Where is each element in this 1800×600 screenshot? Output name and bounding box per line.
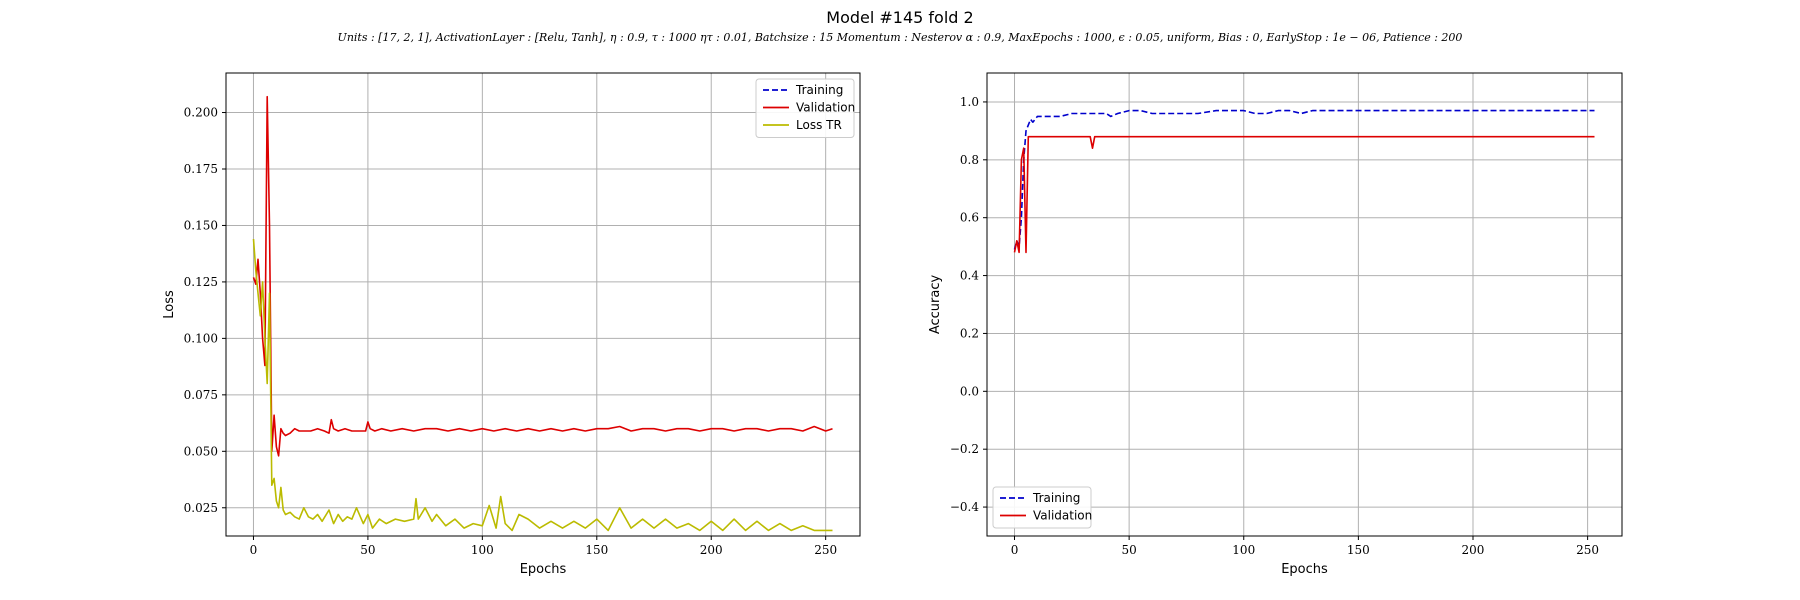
legend: Training Validation xyxy=(992,486,1092,529)
grid xyxy=(226,73,860,536)
x-tick-label: 100 xyxy=(471,543,494,557)
figure-subtitle: Units : [17, 2, 1], ActivationLayer : [R… xyxy=(337,31,1463,44)
accuracy-chart: 0 50 100 150 200 250 −0.4 −0.2 0.0 0.2 0.4 0.6 0.8 1.… xyxy=(928,72,1623,577)
series-line-validation xyxy=(1013,135,1595,254)
y-tick-label: −0.4 xyxy=(950,500,980,514)
series-group xyxy=(1013,109,1595,254)
legend-label: Validation xyxy=(1033,509,1092,523)
y-tick-label: 0.150 xyxy=(184,218,218,232)
legend-label: Training xyxy=(1032,491,1080,505)
y-tick-label: 0.4 xyxy=(960,269,979,283)
y-tick-label: 0.125 xyxy=(184,275,218,289)
legend-label: Loss TR xyxy=(796,118,842,132)
y-tick-label: 0.050 xyxy=(184,444,218,458)
x-axis-label: Epochs xyxy=(520,562,567,577)
y-tick-label: 1.0 xyxy=(960,95,979,109)
x-tick-label: 100 xyxy=(1232,543,1255,557)
x-tick-label: 250 xyxy=(1576,543,1599,557)
x-tick-label: 150 xyxy=(585,543,608,557)
y-tick-label: 0.8 xyxy=(960,153,979,167)
x-axis-label: Epochs xyxy=(1281,562,1328,577)
x-tick-label: 200 xyxy=(1462,543,1485,557)
y-tick-label: 0.175 xyxy=(184,162,218,176)
axes-frame xyxy=(986,72,1623,537)
series-line-validation xyxy=(252,95,833,457)
x-tick-label: 150 xyxy=(1347,543,1370,557)
legend-box xyxy=(992,486,1092,529)
y-tick-label: 0.100 xyxy=(184,331,218,345)
x-tick-label: 0 xyxy=(1011,543,1019,557)
y-tick-label: 0.2 xyxy=(960,326,979,340)
loss-chart: 0 50 100 150 200 250 0.025 0.050 0.075 0.100 0.125… xyxy=(162,72,861,577)
x-tick-label: 200 xyxy=(700,543,723,557)
y-tick-label: 0.025 xyxy=(184,501,218,515)
y-axis-label: Loss xyxy=(162,290,177,319)
figure-title: Model #145 fold 2 xyxy=(826,8,974,27)
series-line-loss-tr xyxy=(252,238,833,532)
y-tick-label: 0.200 xyxy=(184,106,218,120)
x-tick-label: 50 xyxy=(1121,543,1136,557)
x-tick-label: 50 xyxy=(360,543,375,557)
series-group xyxy=(252,95,833,532)
legend-label: Training xyxy=(795,83,843,97)
legend-label: Validation xyxy=(796,101,855,115)
legend-box xyxy=(755,78,855,138)
y-axis-label: Accuracy xyxy=(928,275,943,335)
legend: Training Validation Loss TR xyxy=(755,78,855,138)
y-tick-label: 0.6 xyxy=(960,211,979,225)
axes-frame xyxy=(225,72,861,537)
y-tick-label: 0.0 xyxy=(960,384,979,398)
x-tick-label: 0 xyxy=(250,543,258,557)
x-tick-label: 250 xyxy=(814,543,837,557)
series-line-training xyxy=(1013,109,1595,250)
y-tick-label: 0.075 xyxy=(184,388,218,402)
y-tick-label: −0.2 xyxy=(950,442,979,456)
grid xyxy=(987,73,1622,536)
